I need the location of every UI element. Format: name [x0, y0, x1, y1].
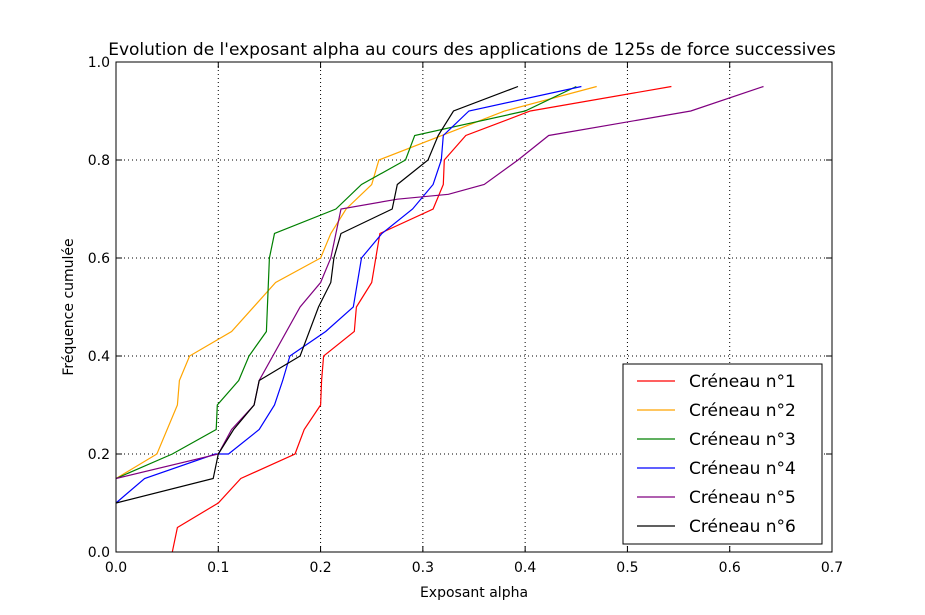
x-tick-label: 0.0: [105, 560, 127, 576]
series-line-5: [115, 85, 764, 480]
y-tick-label: 0.6: [88, 251, 110, 267]
legend-label: Créneau n°2: [689, 401, 796, 421]
y-tick-label: 0.0: [88, 545, 110, 561]
x-tick-label: 0.1: [207, 560, 229, 576]
chart-title: Evolution de l'exposant alpha au cours d…: [108, 40, 836, 60]
x-axis-label: Exposant alpha: [420, 585, 528, 601]
y-tick-label: 0.8: [88, 153, 110, 169]
series-line-1: [171, 85, 672, 553]
axis-ticks: 0.0 0.1 0.2 0.3 0.4 0.5 0.6 0.7 0.0 0.2 0.4 0.6 0.8 1…: [88, 55, 843, 576]
legend-label: Créneau n°6: [689, 517, 796, 537]
y-tick-label: 1.0: [88, 55, 110, 71]
legend-label: Créneau n°3: [689, 430, 796, 450]
x-tick-label: 0.6: [719, 560, 741, 576]
x-tick-label: 0.4: [514, 560, 536, 576]
legend-box: [622, 363, 823, 545]
x-tick-label: 0.3: [412, 560, 434, 576]
x-tick-label: 0.5: [616, 560, 638, 576]
series-line-3: [115, 85, 577, 480]
series-line-4: [115, 85, 582, 504]
legend-label: Créneau n°4: [689, 459, 796, 479]
y-axis-label: Fréquence cumulée: [61, 238, 77, 375]
legend-label: Créneau n°1: [689, 372, 796, 392]
legend-label: Créneau n°5: [689, 488, 796, 508]
series-lines: [115, 85, 764, 553]
series-line-6: [115, 85, 519, 504]
series-line-2: [115, 85, 597, 480]
x-tick-label: 0.2: [309, 560, 331, 576]
plot-frame: [115, 61, 833, 553]
x-tick-label: 0.7: [821, 560, 843, 576]
y-tick-label: 0.4: [88, 349, 110, 365]
y-tick-label: 0.2: [88, 447, 110, 463]
legend: Créneau n°1 Créneau n°2 Créneau n°3 Créneau…: [622, 363, 823, 545]
